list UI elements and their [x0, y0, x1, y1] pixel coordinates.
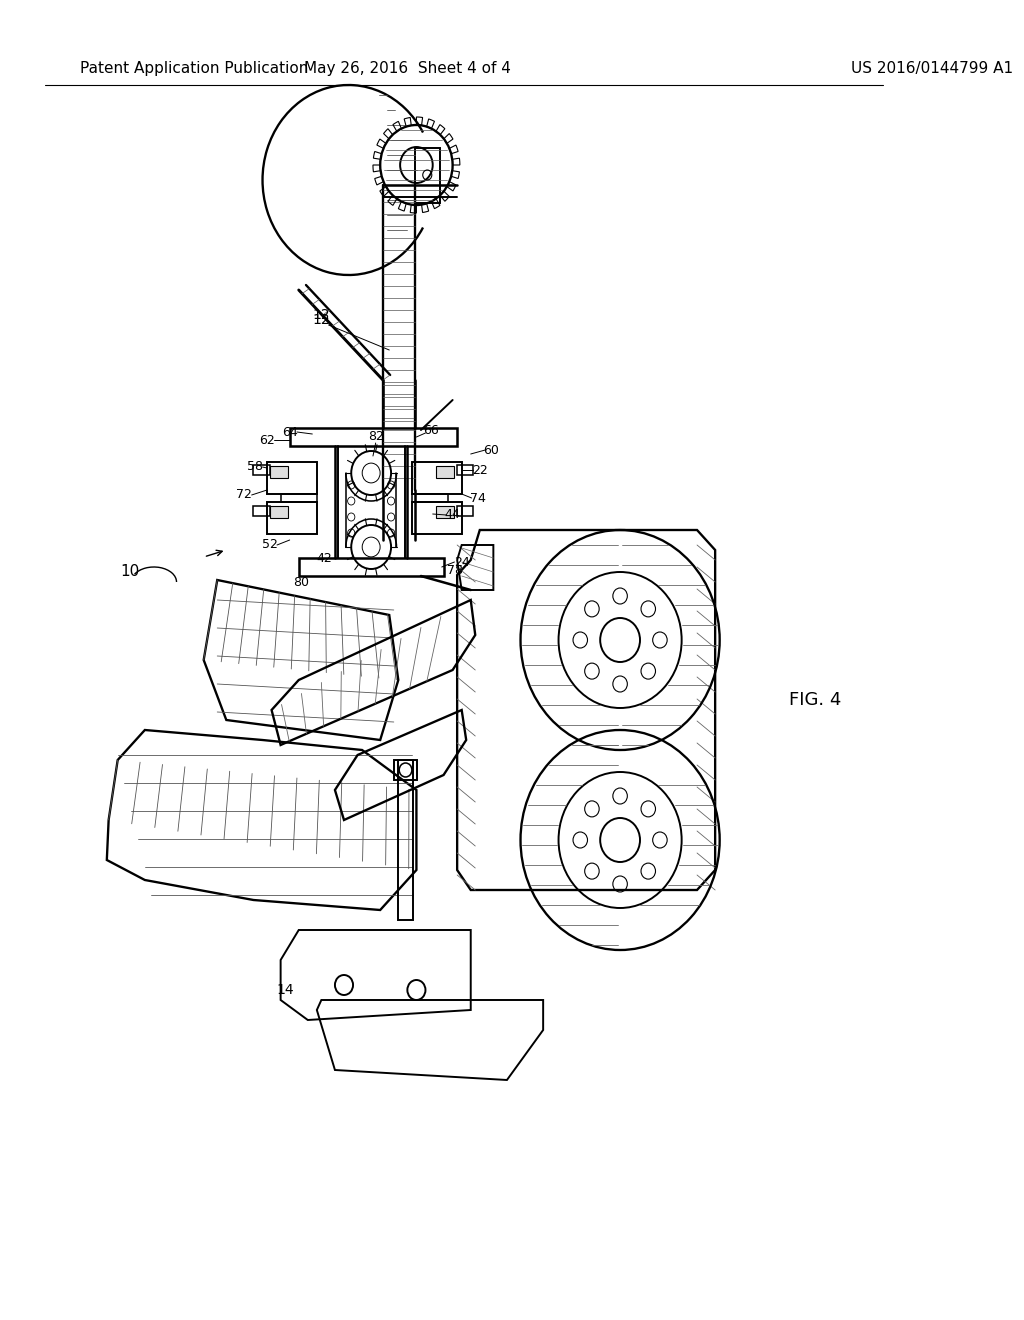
Bar	[269, 506, 288, 517]
Text: 66: 66	[423, 424, 438, 437]
Bar	[415, 148, 440, 203]
Bar	[394, 760, 418, 780]
Text: 14: 14	[276, 983, 294, 997]
Bar	[267, 462, 316, 494]
Bar	[457, 465, 473, 475]
Text: 52: 52	[262, 539, 278, 552]
Text: US 2016/0144799 A1: US 2016/0144799 A1	[851, 61, 1013, 75]
Bar	[269, 466, 288, 478]
Bar	[412, 462, 462, 494]
Bar	[436, 466, 455, 478]
Text: 72: 72	[237, 488, 252, 502]
Text: Patent Application Publication: Patent Application Publication	[80, 61, 308, 75]
Bar	[457, 506, 473, 516]
Bar	[436, 506, 455, 517]
Text: May 26, 2016  Sheet 4 of 4: May 26, 2016 Sheet 4 of 4	[304, 61, 511, 75]
Text: 12: 12	[312, 308, 330, 322]
Text: 82: 82	[368, 430, 384, 444]
Bar	[398, 760, 413, 920]
Text: 22: 22	[472, 463, 487, 477]
Text: 58: 58	[247, 461, 263, 474]
Bar	[281, 494, 316, 502]
Text: 44: 44	[444, 508, 461, 521]
Text: 74: 74	[470, 491, 486, 504]
Bar	[254, 465, 269, 475]
Text: 78: 78	[447, 564, 463, 577]
Text: 12: 12	[312, 313, 330, 327]
Bar	[299, 558, 443, 576]
Bar	[412, 494, 449, 502]
Text: FIG. 4: FIG. 4	[788, 690, 841, 709]
Bar	[290, 428, 457, 446]
Text: 42: 42	[316, 552, 332, 565]
Bar	[267, 502, 316, 535]
Text: 10: 10	[120, 565, 139, 579]
Text: 24: 24	[454, 556, 470, 569]
Text: 62: 62	[259, 433, 274, 446]
Bar	[412, 502, 462, 535]
Bar	[254, 506, 269, 516]
Text: 64: 64	[282, 425, 298, 438]
Text: 80: 80	[294, 576, 309, 589]
Text: 60: 60	[483, 444, 500, 457]
